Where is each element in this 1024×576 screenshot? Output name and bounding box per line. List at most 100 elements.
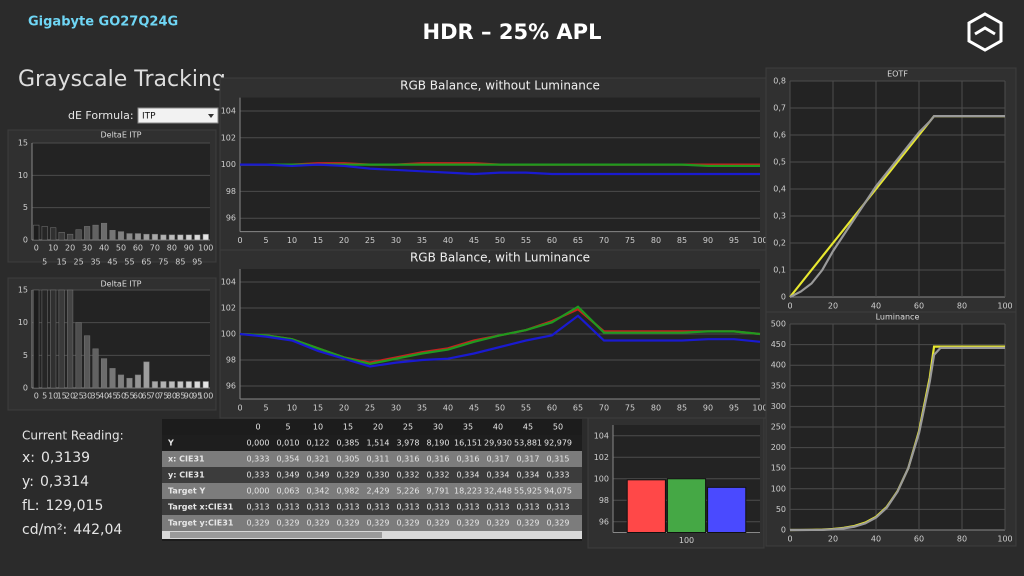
table-row [162, 451, 582, 467]
series-line [239, 305, 761, 366]
bar [185, 234, 192, 241]
table-cell: 0,317 [517, 455, 540, 464]
bar [202, 233, 209, 241]
reading-label: y: [22, 474, 34, 490]
table-cell: 0,316 [427, 455, 450, 464]
x-tick-label: 95 [729, 236, 739, 245]
y-tick-label: 100 [594, 474, 609, 483]
x-tick-label: 65 [141, 258, 151, 267]
table-cell: 2,429 [367, 487, 390, 496]
bar [101, 358, 108, 389]
table-cell: 0,329 [487, 519, 510, 528]
chart-title: RGB Balance, with Luminance [410, 251, 590, 265]
bar [101, 222, 108, 241]
chart-title: DeltaE ITP [100, 131, 141, 140]
x-tick-label: 100 [752, 404, 767, 413]
y-tick-label: 96 [226, 214, 236, 223]
bar [160, 234, 167, 241]
x-tick-label: 55 [521, 236, 531, 245]
bar [177, 234, 184, 241]
scrollbar-thumb [170, 532, 382, 538]
x-tick-label: 100 [198, 392, 213, 401]
y-tick-label: 98 [226, 356, 236, 365]
chart-panel: Luminance 0 50 100 150 200 250 300 350 400 450 500 0… [765, 311, 1017, 547]
y-tick-label: 500 [771, 320, 786, 329]
x-tick-label: 100 [679, 536, 694, 545]
bar [58, 231, 65, 241]
chart-panel: EOTF 0 0,1 0,2 0,3 0,4 0,5 0,6 0,7 0,8 0 20 40 60 80 10… [765, 67, 1017, 313]
table-cell: 0,313 [547, 503, 570, 512]
chart-title: EOTF [887, 70, 908, 79]
x-tick-label: 15 [57, 392, 67, 401]
table-row [162, 483, 582, 499]
table-cell: 0,333 [247, 471, 270, 480]
table-cell: 0,313 [487, 503, 510, 512]
table-cell: 1,514 [367, 439, 390, 448]
x-tick-label: 95 [192, 258, 202, 267]
y-tick-label: 250 [771, 423, 786, 432]
bar [33, 224, 40, 241]
table-cell: 0,349 [277, 471, 300, 480]
x-tick-label: 10 [287, 404, 297, 413]
table-cell: 0,342 [307, 487, 330, 496]
formula-dropdown[interactable] [137, 107, 219, 124]
x-tick-label: 30 [82, 244, 92, 253]
bar [160, 381, 167, 389]
y-tick-label: 0,6 [773, 131, 786, 140]
x-tick-label: 0 [787, 302, 792, 311]
row-label: y: CIE31 [168, 471, 205, 480]
x-tick-label: 60 [133, 244, 143, 253]
y-tick-label: 200 [771, 443, 786, 452]
column-header: 15 [343, 423, 353, 432]
y-tick-label: 100 [221, 330, 236, 339]
x-tick-label: 5 [42, 392, 47, 401]
y-tick-label: 10 [18, 171, 28, 180]
column-header: 50 [553, 423, 563, 432]
column-header: 0 [255, 423, 260, 432]
y-tick-label: 5 [23, 351, 28, 360]
chart-title: Luminance [876, 313, 920, 322]
bar [50, 227, 57, 241]
x-tick-label: 0 [237, 236, 242, 245]
x-tick-label: 60 [914, 535, 924, 544]
x-tick-label: 20 [828, 302, 838, 311]
table-cell: 18,223 [454, 487, 482, 496]
y-tick-label: 102 [221, 133, 236, 142]
x-tick-label: 0 [237, 404, 242, 413]
x-tick-label: 70 [599, 404, 609, 413]
y-tick-label: 0,5 [773, 158, 786, 167]
x-tick-label: 60 [547, 404, 557, 413]
table-cell: 0,313 [277, 503, 300, 512]
table-cell: 0,330 [367, 471, 390, 480]
table-cell: 0,349 [307, 471, 330, 480]
x-tick-label: 25 [365, 404, 375, 413]
table-cell: 0,354 [277, 455, 300, 464]
bar [177, 381, 184, 389]
x-tick-label: 55 [521, 404, 531, 413]
dropdown-arrow[interactable] [208, 114, 214, 118]
table-cell: 0,010 [277, 439, 300, 448]
bar [143, 233, 150, 241]
x-tick-label: 0 [34, 244, 39, 253]
x-tick-label: 20 [65, 392, 75, 401]
y-tick-label: 150 [771, 464, 786, 473]
x-tick-label: 100 [997, 535, 1012, 544]
x-tick-label: 80 [167, 392, 177, 401]
table-cell: 0,321 [307, 455, 330, 464]
formula-value[interactable]: ITP [142, 112, 156, 122]
x-tick-label: 60 [133, 392, 143, 401]
column-header: 40 [493, 423, 503, 432]
row-label: Target y:CIE31 [168, 519, 234, 528]
y-tick-label: 0,1 [773, 266, 786, 275]
y-tick-label: 0 [781, 526, 786, 535]
y-tick-label: 15 [18, 286, 28, 295]
x-tick-label: 70 [150, 392, 160, 401]
reading-label: fL: [22, 498, 39, 514]
chart-panel: RGB Balance, with Luminance9698100102104… [219, 249, 773, 419]
table-cell: 0,305 [337, 455, 360, 464]
x-tick-label: 5 [42, 258, 47, 267]
y-tick-label: 50 [776, 505, 786, 514]
x-tick-label: 55 [124, 392, 134, 401]
x-tick-label: 0 [34, 392, 39, 401]
bar [666, 478, 707, 533]
